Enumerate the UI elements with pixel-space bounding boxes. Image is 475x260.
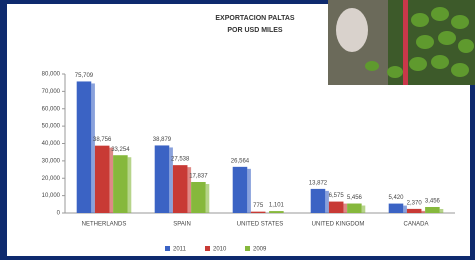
- x-tick-label: SPAIN: [173, 222, 191, 228]
- bar-side: [421, 211, 425, 213]
- data-label: 27,538: [171, 157, 190, 163]
- data-label: 6,575: [329, 193, 345, 199]
- y-tick-label: 20,000: [42, 176, 61, 182]
- bar: [95, 146, 110, 213]
- legend-swatch: [245, 246, 250, 251]
- bar: [329, 202, 344, 213]
- x-tick-label: NETHERLANDS: [82, 222, 127, 228]
- page: EXPORTACION PALTAS POR USD MILES 010,000…: [0, 0, 475, 260]
- photo: [328, 0, 475, 85]
- x-tick-label: UNITED KINGDOM: [312, 222, 365, 228]
- data-label: 13,872: [309, 180, 328, 186]
- bar: [311, 189, 326, 213]
- data-label: 1,101: [269, 203, 285, 209]
- chart-subtitle: POR USD MILES: [227, 27, 283, 34]
- bar: [347, 204, 362, 213]
- photo-pole: [403, 0, 408, 85]
- data-label: 2,370: [407, 200, 423, 206]
- bar: [77, 81, 92, 213]
- slide: EXPORTACION PALTAS POR USD MILES 010,000…: [0, 0, 475, 260]
- data-label: 775: [253, 203, 264, 209]
- photo-person: [336, 8, 368, 52]
- legend-label: 2010: [213, 247, 227, 253]
- data-label: 17,837: [189, 174, 208, 180]
- bar: [155, 145, 170, 213]
- bar: [251, 212, 266, 213]
- bar: [233, 167, 248, 213]
- bar-side: [343, 204, 347, 213]
- bar-side: [247, 169, 251, 213]
- data-label: 5,456: [347, 195, 363, 201]
- data-label: 75,709: [75, 73, 94, 79]
- x-tick-label: UNITED STATES: [237, 222, 283, 228]
- bar-side: [440, 209, 444, 213]
- legend-label: 2011: [173, 247, 187, 253]
- bar-side: [206, 184, 210, 213]
- data-label: 26,564: [231, 158, 250, 164]
- chart-title: EXPORTACION PALTAS: [215, 15, 295, 22]
- bar-side: [128, 157, 132, 213]
- bar: [269, 211, 284, 213]
- bar: [389, 204, 404, 213]
- y-tick-label: 50,000: [42, 124, 61, 130]
- bar: [425, 207, 440, 213]
- data-label: 38,879: [153, 137, 172, 143]
- bar: [407, 209, 422, 213]
- bar-side: [403, 206, 407, 213]
- y-tick-label: 10,000: [42, 193, 61, 199]
- legend-swatch: [165, 246, 170, 251]
- data-label: 38,756: [93, 137, 112, 143]
- bar-side: [362, 206, 366, 213]
- y-tick-label: 30,000: [42, 158, 61, 164]
- data-label: 3,456: [425, 199, 441, 205]
- y-tick-label: 40,000: [42, 141, 61, 147]
- legend-label: 2009: [253, 247, 267, 253]
- data-label: 5,420: [388, 195, 404, 201]
- y-tick-label: 80,000: [42, 72, 61, 78]
- legend-swatch: [205, 246, 210, 251]
- x-tick-label: CANADA: [403, 222, 428, 228]
- bar-side: [109, 148, 113, 213]
- y-tick-label: 70,000: [42, 89, 61, 95]
- bar: [173, 165, 188, 213]
- bar-side: [91, 83, 95, 213]
- bar: [113, 155, 128, 213]
- data-label: 33,254: [111, 147, 130, 153]
- y-tick-label: 60,000: [42, 106, 61, 112]
- bar: [191, 182, 206, 213]
